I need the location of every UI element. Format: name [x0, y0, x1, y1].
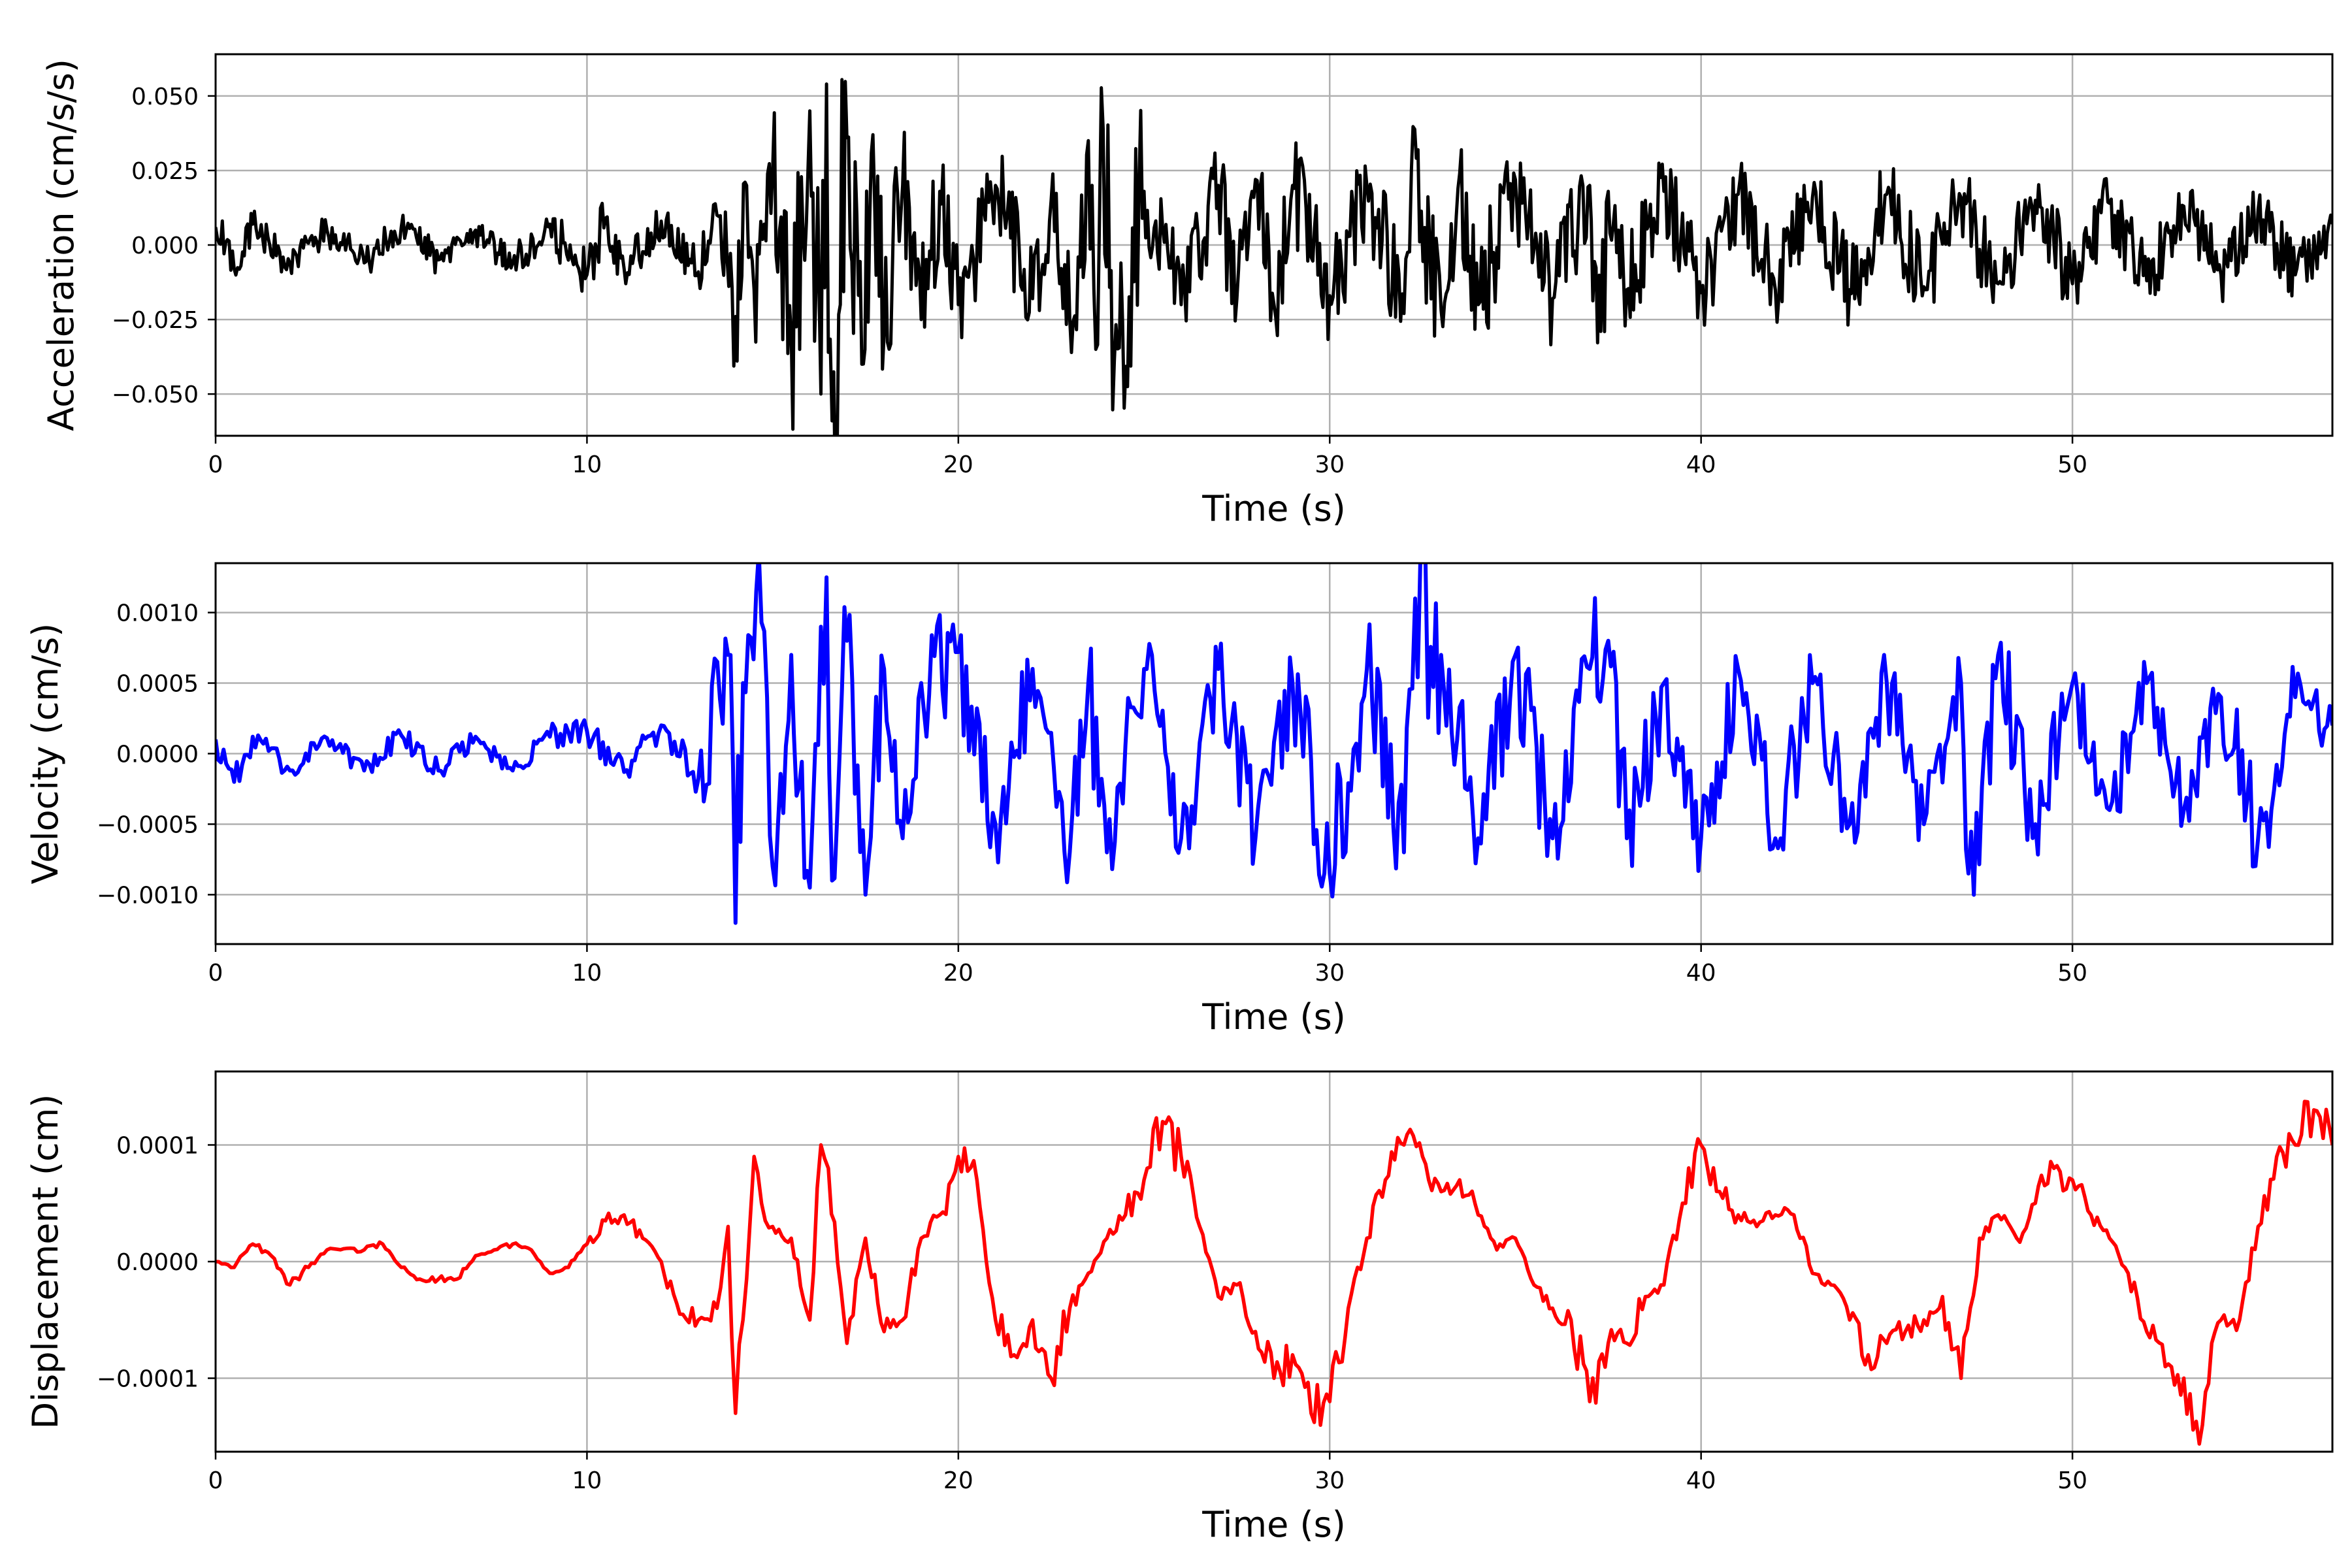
series-line [216, 563, 2332, 925]
x-tick-label: 30 [1315, 960, 1345, 987]
x-tick-label: 50 [2057, 451, 2087, 478]
y-tick-label: 0.0000 [116, 1249, 199, 1276]
x-tick-label: 0 [208, 960, 223, 987]
panel-3: 0 10 20 30 40 50 −0.0001 0.0000 0.0001 Time (s) Di… [25, 1070, 2334, 1545]
x-tick-label: 20 [943, 1467, 973, 1494]
y-tick-label: −0.025 [112, 307, 199, 334]
panel-2: 0 10 20 30 40 50 −0.0010 −0.0005 0.0000 0.0005 0.0… [25, 562, 2334, 1037]
x-tick-label: 20 [943, 451, 973, 478]
x-tick-label: 10 [572, 451, 602, 478]
x-tick-label: 40 [1686, 960, 1716, 987]
x-tick-label: 10 [572, 1467, 602, 1494]
series-line [216, 78, 2332, 436]
series-line [216, 1100, 2332, 1446]
y-tick-label: 0.050 [131, 84, 199, 110]
y-tick-label: 0.0010 [116, 600, 199, 627]
y-tick-label: −0.050 [112, 382, 199, 408]
y-axis-title: Acceleration (cm/s/s) [41, 59, 82, 431]
x-tick-label: 20 [943, 960, 973, 987]
figure-panels: 0 10 20 30 40 50 −0.050 −0.025 0.000 0.025 0.050 Ti… [25, 53, 2334, 1545]
y-axis-title: Velocity (cm/s) [25, 623, 66, 885]
x-axis-title: Time (s) [1201, 996, 1346, 1037]
y-tick-label: −0.0001 [97, 1366, 199, 1393]
x-tick-label: 50 [2057, 960, 2087, 987]
x-tick-label: 50 [2057, 1467, 2087, 1494]
x-tick-label: 30 [1315, 451, 1345, 478]
x-axis-title: Time (s) [1201, 1504, 1346, 1545]
y-axis-title: Displacement (cm) [25, 1094, 66, 1429]
panel-1: 0 10 20 30 40 50 −0.050 −0.025 0.000 0.025 0.050 Ti… [41, 53, 2334, 529]
y-tick-label: 0.000 [131, 233, 199, 259]
x-tick-label: 40 [1686, 1467, 1716, 1494]
y-tick-label: 0.0001 [116, 1132, 199, 1159]
x-tick-label: 0 [208, 1467, 223, 1494]
y-tick-label: 0.025 [131, 158, 199, 185]
y-tick-label: −0.0010 [97, 882, 199, 909]
y-tick-label: 0.0005 [116, 671, 199, 698]
x-tick-label: 0 [208, 451, 223, 478]
x-tick-label: 40 [1686, 451, 1716, 478]
x-axis-title: Time (s) [1201, 488, 1346, 529]
y-tick-label: 0.0000 [116, 742, 199, 768]
x-tick-label: 10 [572, 960, 602, 987]
y-tick-label: −0.0005 [97, 811, 199, 838]
x-tick-label: 30 [1315, 1467, 1345, 1494]
